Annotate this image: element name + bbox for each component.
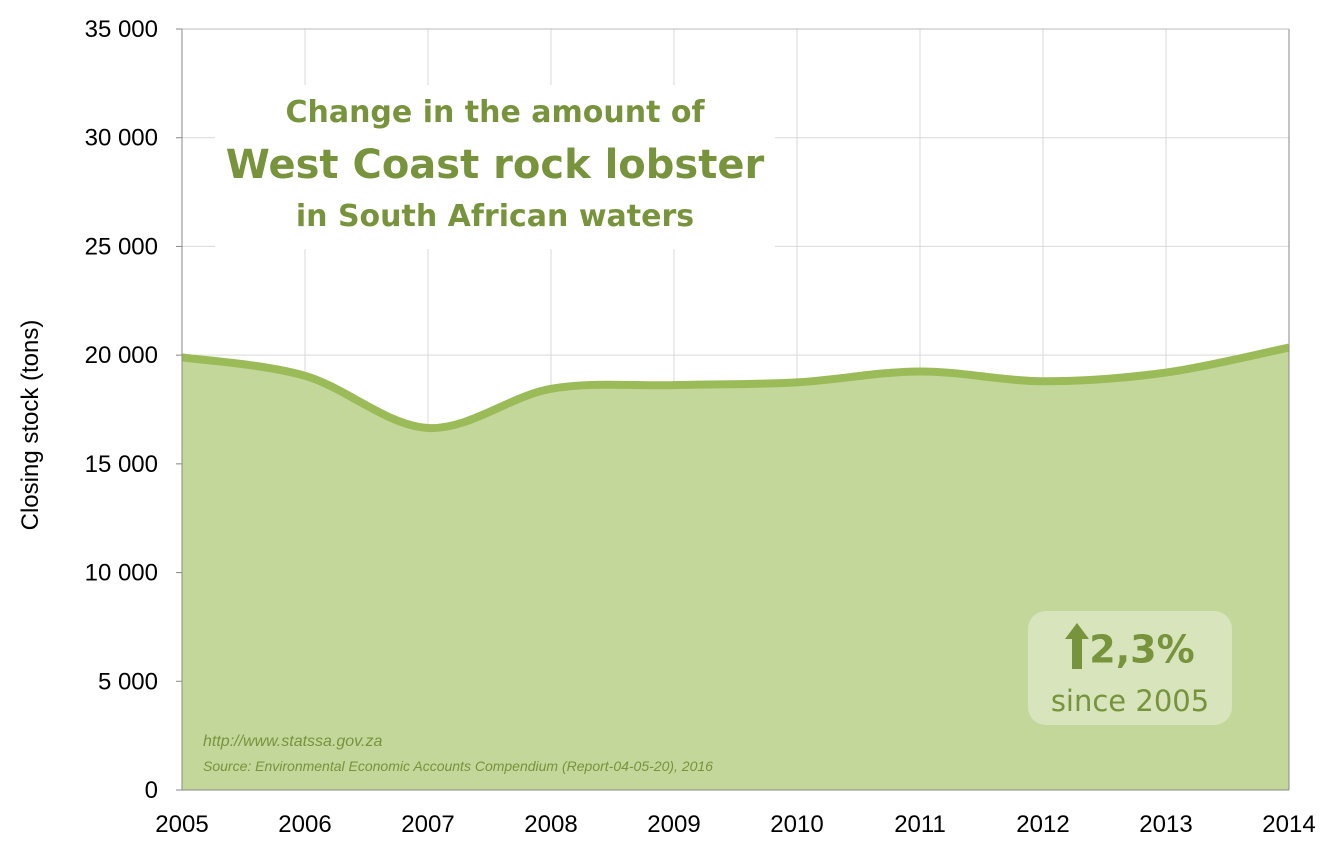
y-tick-label: 5 000 <box>98 668 158 695</box>
area-fill <box>182 347 1289 790</box>
x-tick-label: 2009 <box>647 811 700 838</box>
x-tick-label: 2010 <box>770 811 823 838</box>
chart-title: Change in the amount of West Coast rock … <box>215 85 775 249</box>
x-tick-label: 2014 <box>1262 811 1315 838</box>
y-tick-label: 0 <box>145 777 158 804</box>
y-tick-label: 15 000 <box>85 451 158 478</box>
change-label: since 2005 <box>1050 684 1210 718</box>
change-percent: 2,3% <box>1089 627 1195 672</box>
y-tick-label: 20 000 <box>85 342 158 369</box>
y-axis-label: Closing stock (tons) <box>17 320 44 531</box>
x-tick-label: 2013 <box>1139 811 1192 838</box>
y-tick-label: 25 000 <box>85 233 158 260</box>
x-tick-label: 2011 <box>894 811 946 838</box>
change-badge: 2,3% since 2005 <box>1028 611 1232 725</box>
series-line <box>181 343 1290 432</box>
change-value: 2,3% <box>1028 623 1232 681</box>
x-tick-label: 2008 <box>524 811 577 838</box>
y-tick-label: 35 000 <box>85 16 158 43</box>
source-note: Source: Environmental Economic Accounts … <box>203 758 713 774</box>
x-tick-label: 2005 <box>155 811 208 838</box>
x-tick-label: 2012 <box>1016 811 1069 838</box>
x-tick-label: 2007 <box>401 811 454 838</box>
title-line-1: Change in the amount of <box>285 95 705 130</box>
title-line-2: West Coast rock lobster <box>225 142 765 188</box>
arrow-up-icon <box>1065 623 1090 681</box>
source-url: http://www.statssa.gov.za <box>203 733 383 750</box>
x-tick-label: 2006 <box>278 811 331 838</box>
y-tick-label: 30 000 <box>85 125 158 152</box>
title-line-3: in South African waters <box>295 199 695 234</box>
y-tick-label: 10 000 <box>85 560 158 587</box>
